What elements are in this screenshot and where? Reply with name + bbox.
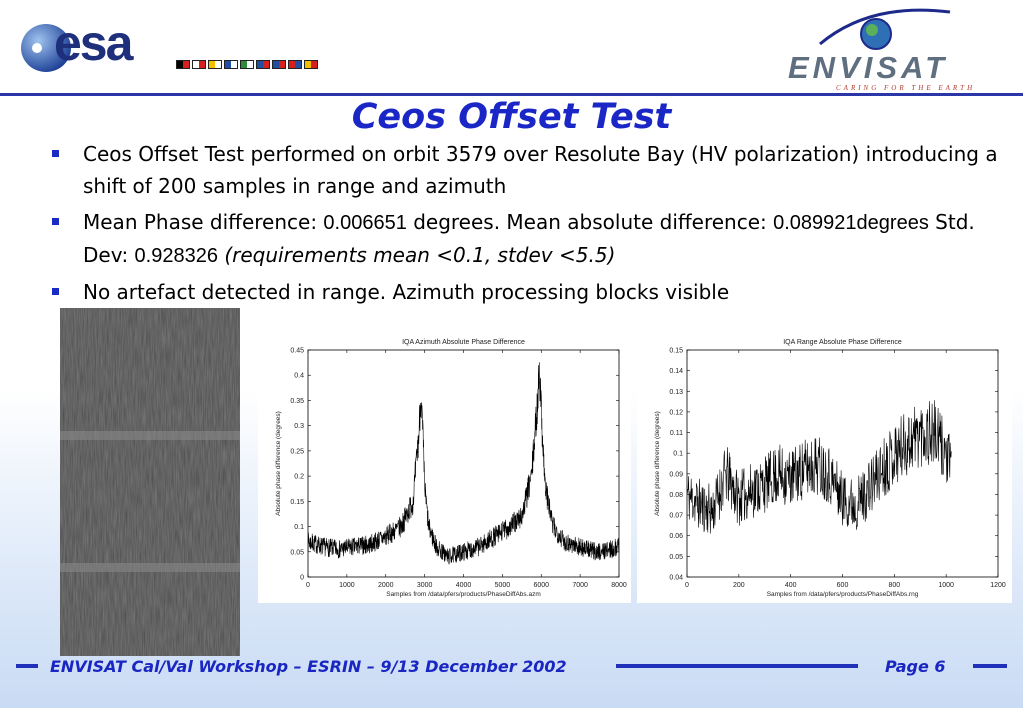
chart-title: IQA Azimuth Absolute Phase Difference (402, 339, 525, 346)
y-tick-label: 0.1 (294, 524, 304, 531)
x-tick-label: 3000 (417, 582, 433, 589)
requirements-text: (requirements mean <0.1, stdev <5.5) (217, 243, 616, 267)
esa-wordmark: esa (54, 15, 133, 71)
flag-icon (224, 60, 238, 69)
x-tick-label: 600 (837, 582, 849, 589)
y-tick-label: 0.04 (669, 575, 683, 582)
envisat-logo: ENVISAT CARING FOR THE EARTH (780, 4, 1010, 92)
bullet-item: No artefact detected in range. Azimuth p… (48, 276, 1008, 308)
y-tick-label: 0.4 (294, 373, 304, 380)
x-tick-label: 1000 (938, 582, 954, 589)
footer-rule-left (16, 664, 38, 668)
y-tick-label: 0.45 (290, 348, 304, 355)
y-tick-label: 0.25 (290, 448, 304, 455)
data-series-line (307, 362, 620, 565)
flag-icon (176, 60, 190, 69)
bullet-marker (52, 288, 59, 295)
slide-title: Ceos Offset Test (351, 97, 672, 137)
y-tick-label: 0.3 (294, 423, 304, 430)
y-tick-label: 0.11 (670, 430, 683, 437)
mean-phase-value: 0.006651 (323, 212, 407, 234)
footer-rule-right (973, 664, 1007, 668)
y-axis-label: Absolute phase difference (degrees) (654, 411, 661, 516)
y-tick-label: 0 (300, 575, 304, 582)
envisat-globe-icon (819, 8, 951, 50)
header-rule (0, 93, 1023, 96)
y-tick-label: 0.13 (669, 389, 683, 396)
bullet-text: Ceos Offset Test performed on orbit 3579… (83, 142, 998, 198)
x-tick-label: 4000 (456, 582, 472, 589)
y-tick-label: 0.1 (673, 451, 683, 458)
x-axis-label: Samples from /data/pfers/products/PhaseD… (386, 591, 541, 598)
x-tick-label: 400 (785, 582, 797, 589)
flag-icon (240, 60, 254, 69)
mean-abs-value: 0.089921degrees (773, 212, 929, 234)
azimuth-chart-svg: IQA Azimuth Absolute Phase Difference 0 0.… (275, 339, 627, 598)
bullet-text: Mean Phase difference: (83, 210, 324, 234)
x-tick-label: 1200 (990, 582, 1006, 589)
envisat-tagline: CARING FOR THE EARTH (836, 84, 976, 92)
x-tick-label: 0 (306, 582, 310, 589)
x-tick-label: 8000 (611, 582, 627, 589)
bullet-item: Ceos Offset Test performed on orbit 3579… (48, 138, 1008, 202)
y-tick-label: 0.15 (290, 499, 304, 506)
y-tick-label: 0.15 (669, 348, 683, 355)
flag-icon (208, 60, 222, 69)
y-tick-label: 0.09 (669, 471, 683, 478)
member-flags (176, 60, 318, 69)
bullet-item: Mean Phase difference: 0.006651 degrees.… (48, 206, 1008, 272)
x-tick-label: 200 (733, 582, 745, 589)
range-chart: IQA Range Absolute Phase Difference 0.04 0… (637, 330, 1012, 603)
x-tick-label: 0 (685, 582, 689, 589)
bullet-marker (52, 150, 59, 157)
esa-logo: esa (16, 10, 446, 82)
y-tick-label: 0.14 (669, 368, 683, 375)
bullet-list: Ceos Offset Test performed on orbit 3579… (48, 138, 1008, 308)
envisat-wordmark: ENVISAT (788, 50, 949, 85)
bullet-text: Std. Dev: (83, 210, 975, 267)
flag-icon (304, 60, 318, 69)
y-tick-label: 0.12 (669, 409, 683, 416)
footer-text: ENVISAT Cal/Val Workshop – ESRIN – 9/13 … (50, 657, 567, 676)
range-chart-svg: IQA Range Absolute Phase Difference0.040… (654, 339, 1006, 598)
y-tick-label: 0.05 (290, 549, 304, 556)
y-tick-label: 0.06 (669, 533, 683, 540)
x-tick-label: 800 (888, 582, 900, 589)
y-tick-label: 0.35 (290, 398, 304, 405)
bullet-text: No artefact detected in range. Azimuth p… (83, 280, 730, 304)
sar-image (60, 308, 240, 656)
bullet-text: degrees. Mean absolute difference: (406, 210, 774, 234)
x-axis-label: Samples from /data/pfers/products/PhaseD… (767, 591, 919, 598)
footer-rule-middle (616, 664, 858, 668)
y-tick-label: 0.07 (669, 513, 683, 520)
page-number: Page 6 (885, 657, 946, 676)
x-tick-label: 2000 (378, 582, 394, 589)
flag-icon (288, 60, 302, 69)
flag-icon (192, 60, 206, 69)
x-tick-label: 5000 (495, 582, 511, 589)
flag-icon (256, 60, 270, 69)
data-series-line (686, 400, 952, 534)
y-axis-label: Absolute phase difference (degrees) (275, 411, 282, 516)
bullet-marker (52, 218, 59, 225)
std-dev-value: 0.928326 (134, 245, 218, 267)
y-tick-label: 0.2 (294, 474, 304, 481)
chart-title: IQA Range Absolute Phase Difference (783, 339, 902, 346)
flag-icon (272, 60, 286, 69)
x-tick-label: 7000 (572, 582, 588, 589)
y-tick-label: 0.05 (669, 554, 683, 561)
plot-frame (686, 349, 999, 578)
azimuth-chart: IQA Azimuth Absolute Phase Difference 0 0.… (258, 330, 631, 603)
x-tick-label: 1000 (339, 582, 355, 589)
esa-globe-icon (21, 24, 71, 72)
y-tick-label: 0.08 (669, 492, 683, 499)
x-tick-label: 6000 (533, 582, 549, 589)
